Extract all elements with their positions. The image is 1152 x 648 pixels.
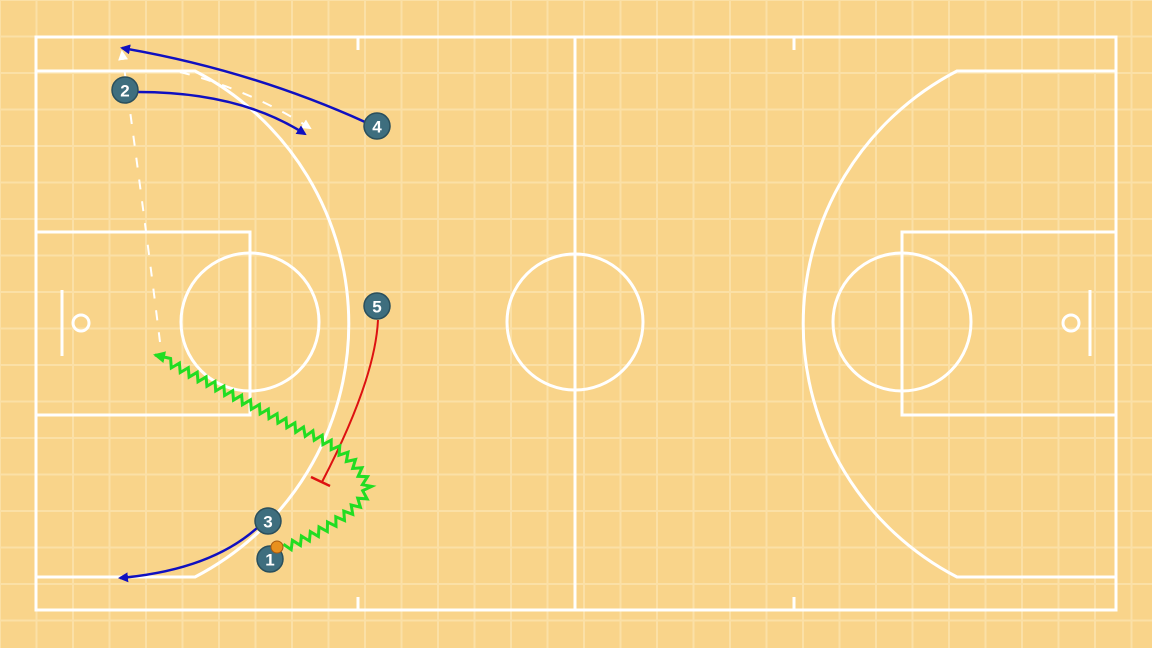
left-free-throw-circle <box>179 251 321 393</box>
right-basket <box>1061 313 1081 333</box>
player-number: 1 <box>265 551 274 570</box>
player-number: 3 <box>263 513 272 532</box>
player-number: 4 <box>372 118 382 137</box>
right-free-throw-circle <box>831 251 973 393</box>
player-marker <box>363 112 391 140</box>
left-basket <box>71 313 91 333</box>
player-number: 5 <box>372 298 381 317</box>
player-4[interactable]: 4 <box>363 112 391 140</box>
player-3[interactable]: 3 <box>254 507 282 535</box>
player-number: 2 <box>120 82 129 101</box>
pass-line <box>179 71 312 130</box>
players: 1 2 3 4 5 <box>111 76 391 573</box>
cut-path-player-3 <box>118 527 258 583</box>
cut-path-player-2 <box>137 90 307 136</box>
screen-path-player-5 <box>321 319 379 483</box>
right-three-point-line <box>801 69 1116 579</box>
cut-path-player-4 <box>120 44 366 124</box>
player-marker <box>111 76 139 104</box>
player-5[interactable]: 5 <box>363 292 391 320</box>
dribble-path-player-1 <box>153 351 377 553</box>
basketball-icon <box>270 540 284 554</box>
right-lane <box>900 230 1118 417</box>
left-lane <box>34 230 252 417</box>
court-lines <box>34 35 1118 612</box>
center-circle <box>505 252 645 392</box>
player-2[interactable]: 2 <box>111 76 139 104</box>
player-marker <box>254 507 282 535</box>
screen-bar <box>310 475 331 488</box>
player-marker <box>363 292 391 320</box>
